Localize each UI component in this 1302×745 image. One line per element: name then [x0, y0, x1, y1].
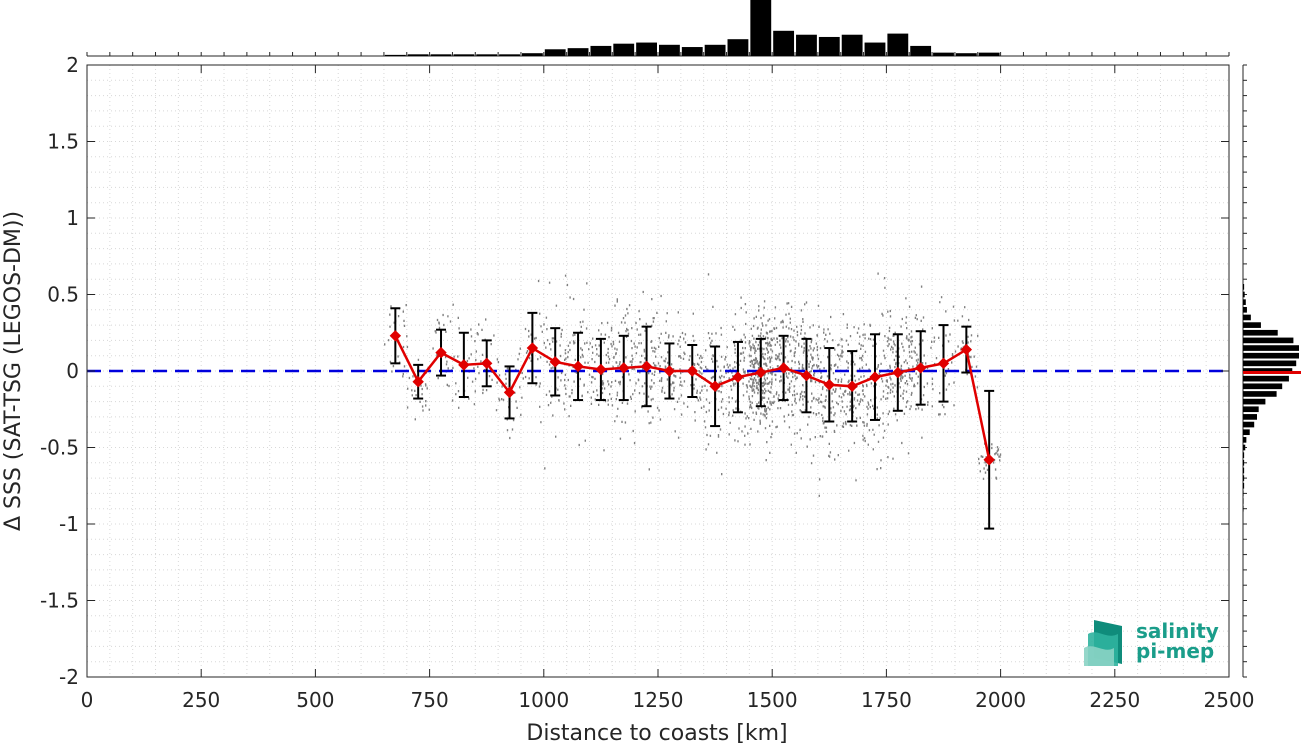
- mean-marker: [733, 372, 743, 382]
- right-histogram-bar: [1243, 452, 1244, 458]
- salinity-pimep-logo: salinity pi-mep: [1084, 619, 1219, 666]
- x-tick-label: 1750: [861, 688, 912, 712]
- mean-marker: [870, 372, 880, 382]
- top-histogram-bar: [385, 55, 406, 56]
- y-tick-label: -1.5: [40, 589, 79, 613]
- right-histogram-bar: [1243, 414, 1257, 420]
- top-histogram-bar: [887, 34, 908, 56]
- top-histogram-bar: [910, 46, 931, 56]
- top-histogram-bar: [453, 54, 474, 56]
- top-histogram-bar: [979, 53, 1000, 56]
- x-tick-label: 500: [296, 688, 334, 712]
- right-histogram-bar: [1243, 437, 1246, 443]
- top-histogram-bar: [545, 49, 566, 56]
- right-histogram-bar: [1243, 338, 1293, 344]
- top-histogram-bar: [636, 43, 657, 56]
- right-histogram-bar: [1243, 361, 1296, 367]
- right-histogram-bar: [1243, 292, 1245, 298]
- top-histogram-bar: [750, 0, 771, 56]
- right-histogram-bar: [1243, 475, 1244, 481]
- error-bars: [390, 308, 994, 528]
- top-histogram-bar: [773, 31, 794, 56]
- right-histogram-bar: [1243, 399, 1265, 405]
- right-histogram-bar: [1243, 468, 1244, 474]
- top-histogram-bar: [659, 45, 680, 56]
- right-histogram-bar: [1243, 406, 1259, 412]
- x-tick-label: 1500: [747, 688, 798, 712]
- top-histogram-bar: [408, 54, 429, 56]
- top-histogram-bar: [522, 53, 543, 56]
- top-histogram-bar: [933, 53, 954, 56]
- x-tick-label: 2500: [1204, 688, 1255, 712]
- logo-waves-icon: [1084, 620, 1122, 666]
- right-histogram-bar: [1243, 422, 1254, 428]
- top-histogram-bar: [705, 45, 726, 56]
- right-histogram-bar: [1243, 483, 1244, 489]
- mean-marker: [824, 380, 834, 390]
- y-tick-label: -1: [59, 512, 79, 536]
- right-histogram-bar: [1243, 460, 1244, 466]
- top-histogram-bar: [499, 54, 520, 56]
- y-tick-label: -2: [59, 665, 79, 689]
- right-histogram: [1243, 65, 1301, 677]
- top-histogram-bar: [819, 37, 840, 56]
- x-axis-ticks: 0 250 500 750 1000 1250 1500 1750 2000 2250 2500: [81, 65, 1255, 712]
- x-tick-label: 2250: [1089, 688, 1140, 712]
- right-histogram-bar: [1243, 307, 1247, 313]
- logo-line2: pi-mep: [1136, 639, 1214, 663]
- top-histogram-bar: [590, 46, 611, 56]
- right-histogram-bar: [1243, 330, 1278, 336]
- top-histogram-bar: [613, 44, 634, 56]
- right-histogram-bar: [1243, 284, 1244, 290]
- right-histogram-bar: [1243, 391, 1277, 397]
- y-tick-label: 0: [66, 359, 79, 383]
- x-tick-label: 2000: [975, 688, 1026, 712]
- top-histogram: [87, 0, 1229, 56]
- right-histogram-bar: [1243, 383, 1282, 389]
- right-histogram-bar: [1243, 322, 1261, 328]
- top-histogram-bar: [728, 39, 749, 56]
- right-histogram-bar: [1243, 429, 1250, 435]
- right-histogram-bar: [1243, 299, 1246, 305]
- top-histogram-bar: [476, 54, 497, 56]
- y-axis-ticks: -2 -1.5 -1 -0.5 0 0.5 1 1.5 2: [40, 53, 1229, 689]
- right-histogram-bar: [1243, 376, 1289, 382]
- y-tick-label: 1.5: [47, 130, 79, 154]
- x-tick-label: 1250: [633, 688, 684, 712]
- y-tick-label: 2: [66, 53, 79, 77]
- top-histogram-bar: [865, 43, 886, 56]
- y-tick-label: 0.5: [47, 283, 79, 307]
- top-histogram-bar: [682, 47, 703, 56]
- right-histogram-bar: [1243, 353, 1299, 359]
- right-histogram-bar: [1243, 345, 1299, 351]
- x-tick-label: 0: [81, 688, 94, 712]
- y-axis-label: Δ SSS (SAT-TSG (LEGOS-DM)): [1, 211, 26, 531]
- x-tick-label: 250: [182, 688, 220, 712]
- y-tick-label: 1: [66, 206, 79, 230]
- right-histogram-bar: [1243, 315, 1251, 321]
- right-histogram-bar: [1243, 498, 1244, 504]
- top-histogram-bar: [956, 53, 977, 56]
- x-tick-label: 750: [411, 688, 449, 712]
- right-histogram-bar: [1243, 491, 1244, 497]
- top-histogram-bar: [568, 48, 589, 56]
- x-tick-label: 1000: [518, 688, 569, 712]
- right-histogram-bar: [1243, 445, 1245, 451]
- top-histogram-bar: [431, 54, 452, 56]
- top-histogram-bar: [842, 35, 863, 56]
- x-axis-label: Distance to coasts [km]: [526, 721, 787, 745]
- right-histogram-bar: [1243, 506, 1244, 512]
- y-tick-label: -0.5: [40, 436, 79, 460]
- mean-marker: [596, 364, 606, 374]
- mean-marker: [390, 331, 400, 341]
- top-histogram-bar: [796, 35, 817, 56]
